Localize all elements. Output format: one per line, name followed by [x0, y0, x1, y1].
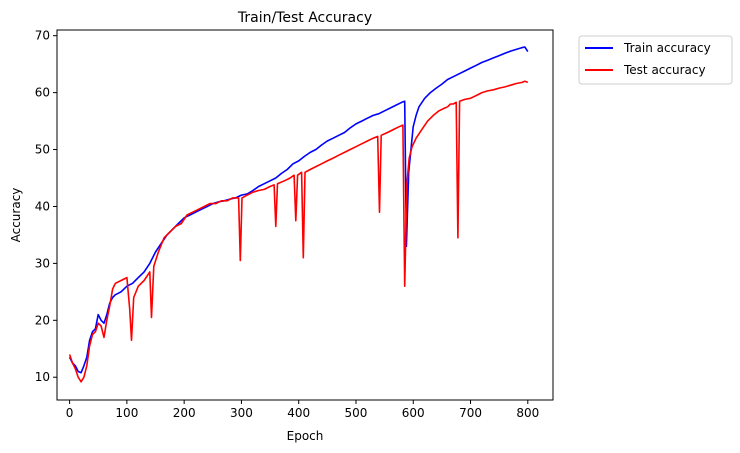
x-axis-ticks: 0 100 200 300 400 500 600 700 800 — [66, 400, 539, 420]
y-tick-label: 70 — [35, 29, 50, 43]
plot-frame — [56, 29, 554, 401]
x-tick-label: 300 — [230, 406, 253, 420]
y-tick-label: 60 — [35, 86, 50, 100]
x-axis-label: Epoch — [287, 429, 324, 443]
x-tick-label: 500 — [345, 406, 368, 420]
y-axis-label: Accuracy — [9, 188, 23, 243]
series-line-train — [68, 46, 529, 374]
plot-area: 0 100 200 300 400 500 600 700 800 10 20 30 40 50 60 70 — [35, 29, 554, 420]
y-tick-label: 30 — [35, 256, 50, 270]
series-line-test — [68, 80, 529, 383]
x-tick-label: 200 — [173, 406, 196, 420]
legend: Train accuracy Test accuracy — [578, 35, 733, 85]
legend-box — [578, 35, 733, 85]
legend-label: Train accuracy — [623, 41, 711, 55]
x-tick-label: 100 — [115, 406, 138, 420]
y-tick-label: 20 — [35, 313, 50, 327]
y-tick-label: 40 — [35, 199, 50, 213]
x-tick-label: 800 — [516, 406, 539, 420]
series-lines — [68, 46, 529, 383]
legend-label: Test accuracy — [623, 63, 706, 77]
chart-title: Train/Test Accuracy — [237, 10, 372, 26]
y-tick-label: 50 — [35, 143, 50, 157]
y-tick-label: 10 — [35, 370, 50, 384]
x-tick-label: 400 — [287, 406, 310, 420]
y-axis-ticks: 10 20 30 40 50 60 70 — [35, 29, 57, 384]
x-tick-label: 700 — [459, 406, 482, 420]
x-tick-label: 600 — [402, 406, 425, 420]
x-tick-label: 0 — [66, 406, 74, 420]
